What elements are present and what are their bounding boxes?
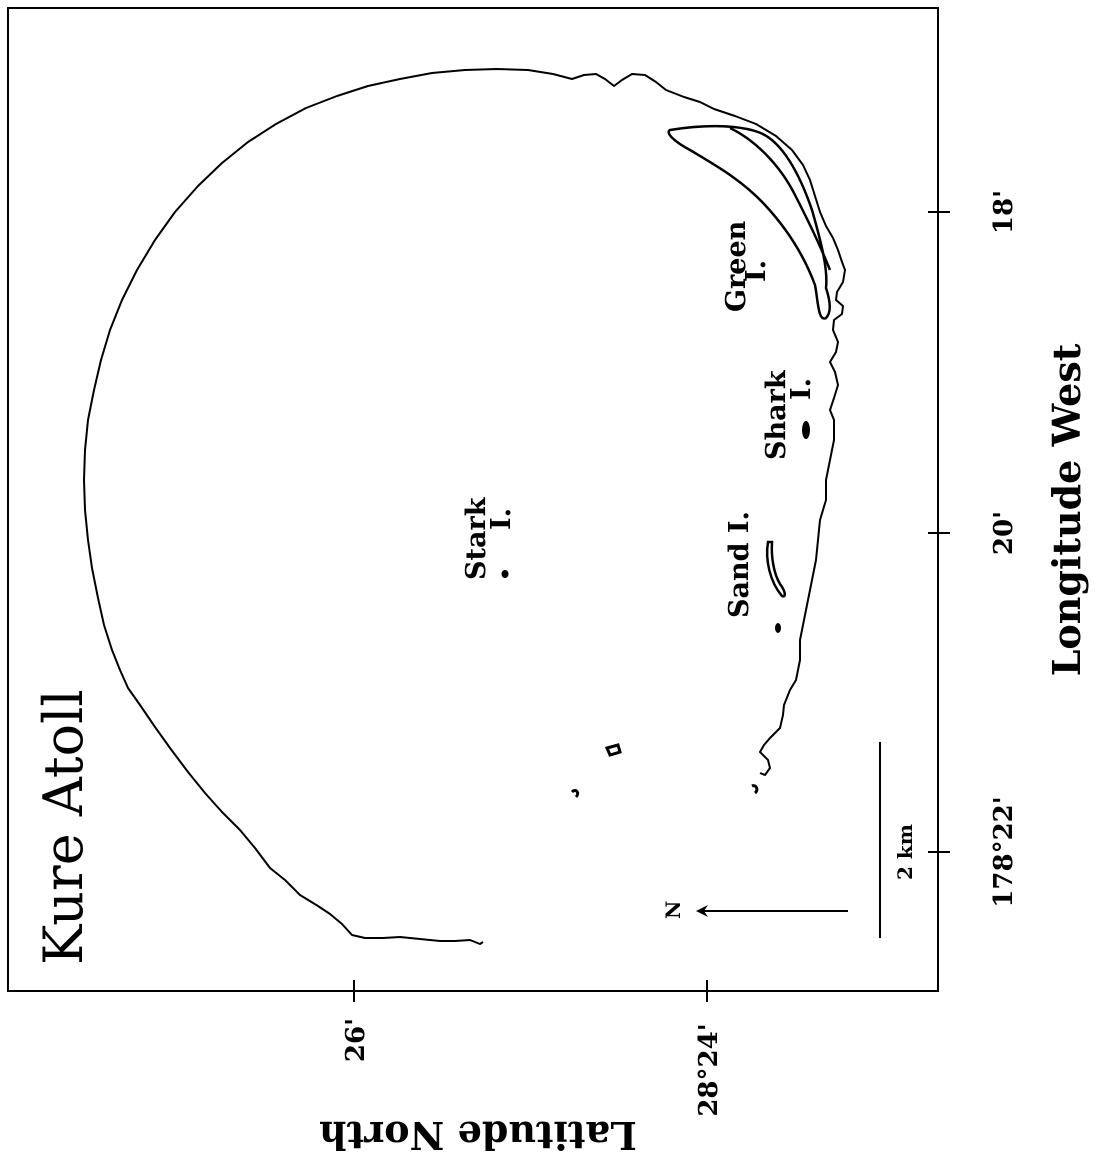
reef-patch-c [751,784,759,795]
outer-reef-outline [83,68,846,945]
shark-island-label: Shark [761,369,792,460]
shark-island-label-i: I. [786,378,817,400]
reef-patch-b [570,789,580,799]
stark-island-shape [501,570,509,578]
map-frame [7,7,939,992]
sand-island-label: Sand I. [724,511,755,618]
sand-island-shape [765,540,786,598]
north-arrow-label: N [661,901,685,919]
longitude-tick-label-20: 20' [989,511,1019,555]
longitude-tick-label-22: 178°22' [989,796,1019,907]
green-island-shape [667,124,831,320]
longitude-tick-label-18: 18' [989,190,1019,234]
green-island-label-line1: Green [721,220,752,312]
stark-island-label-i: I. [486,508,517,530]
green-island-label-i: I. [741,260,772,282]
stark-island-label: Stark [461,496,492,580]
reef-patch-a [604,743,622,757]
longitude-axis-title: Longitude West [1044,343,1089,676]
latitude-axis-title: Latitude North [319,1113,637,1158]
shark-island-shape [802,421,810,439]
north-arrow-head [696,905,708,917]
green-island-label: Green [721,220,752,312]
sand-island-islet [775,623,781,633]
scale-bar-label: 2 km [893,824,917,880]
map-title: Kure Atoll [32,689,95,965]
green-island-inner-lagoon-line [729,126,832,271]
latitude-tick-label-24: 28°24' [694,1023,724,1116]
latitude-tick-label-26: 26' [341,1018,371,1062]
